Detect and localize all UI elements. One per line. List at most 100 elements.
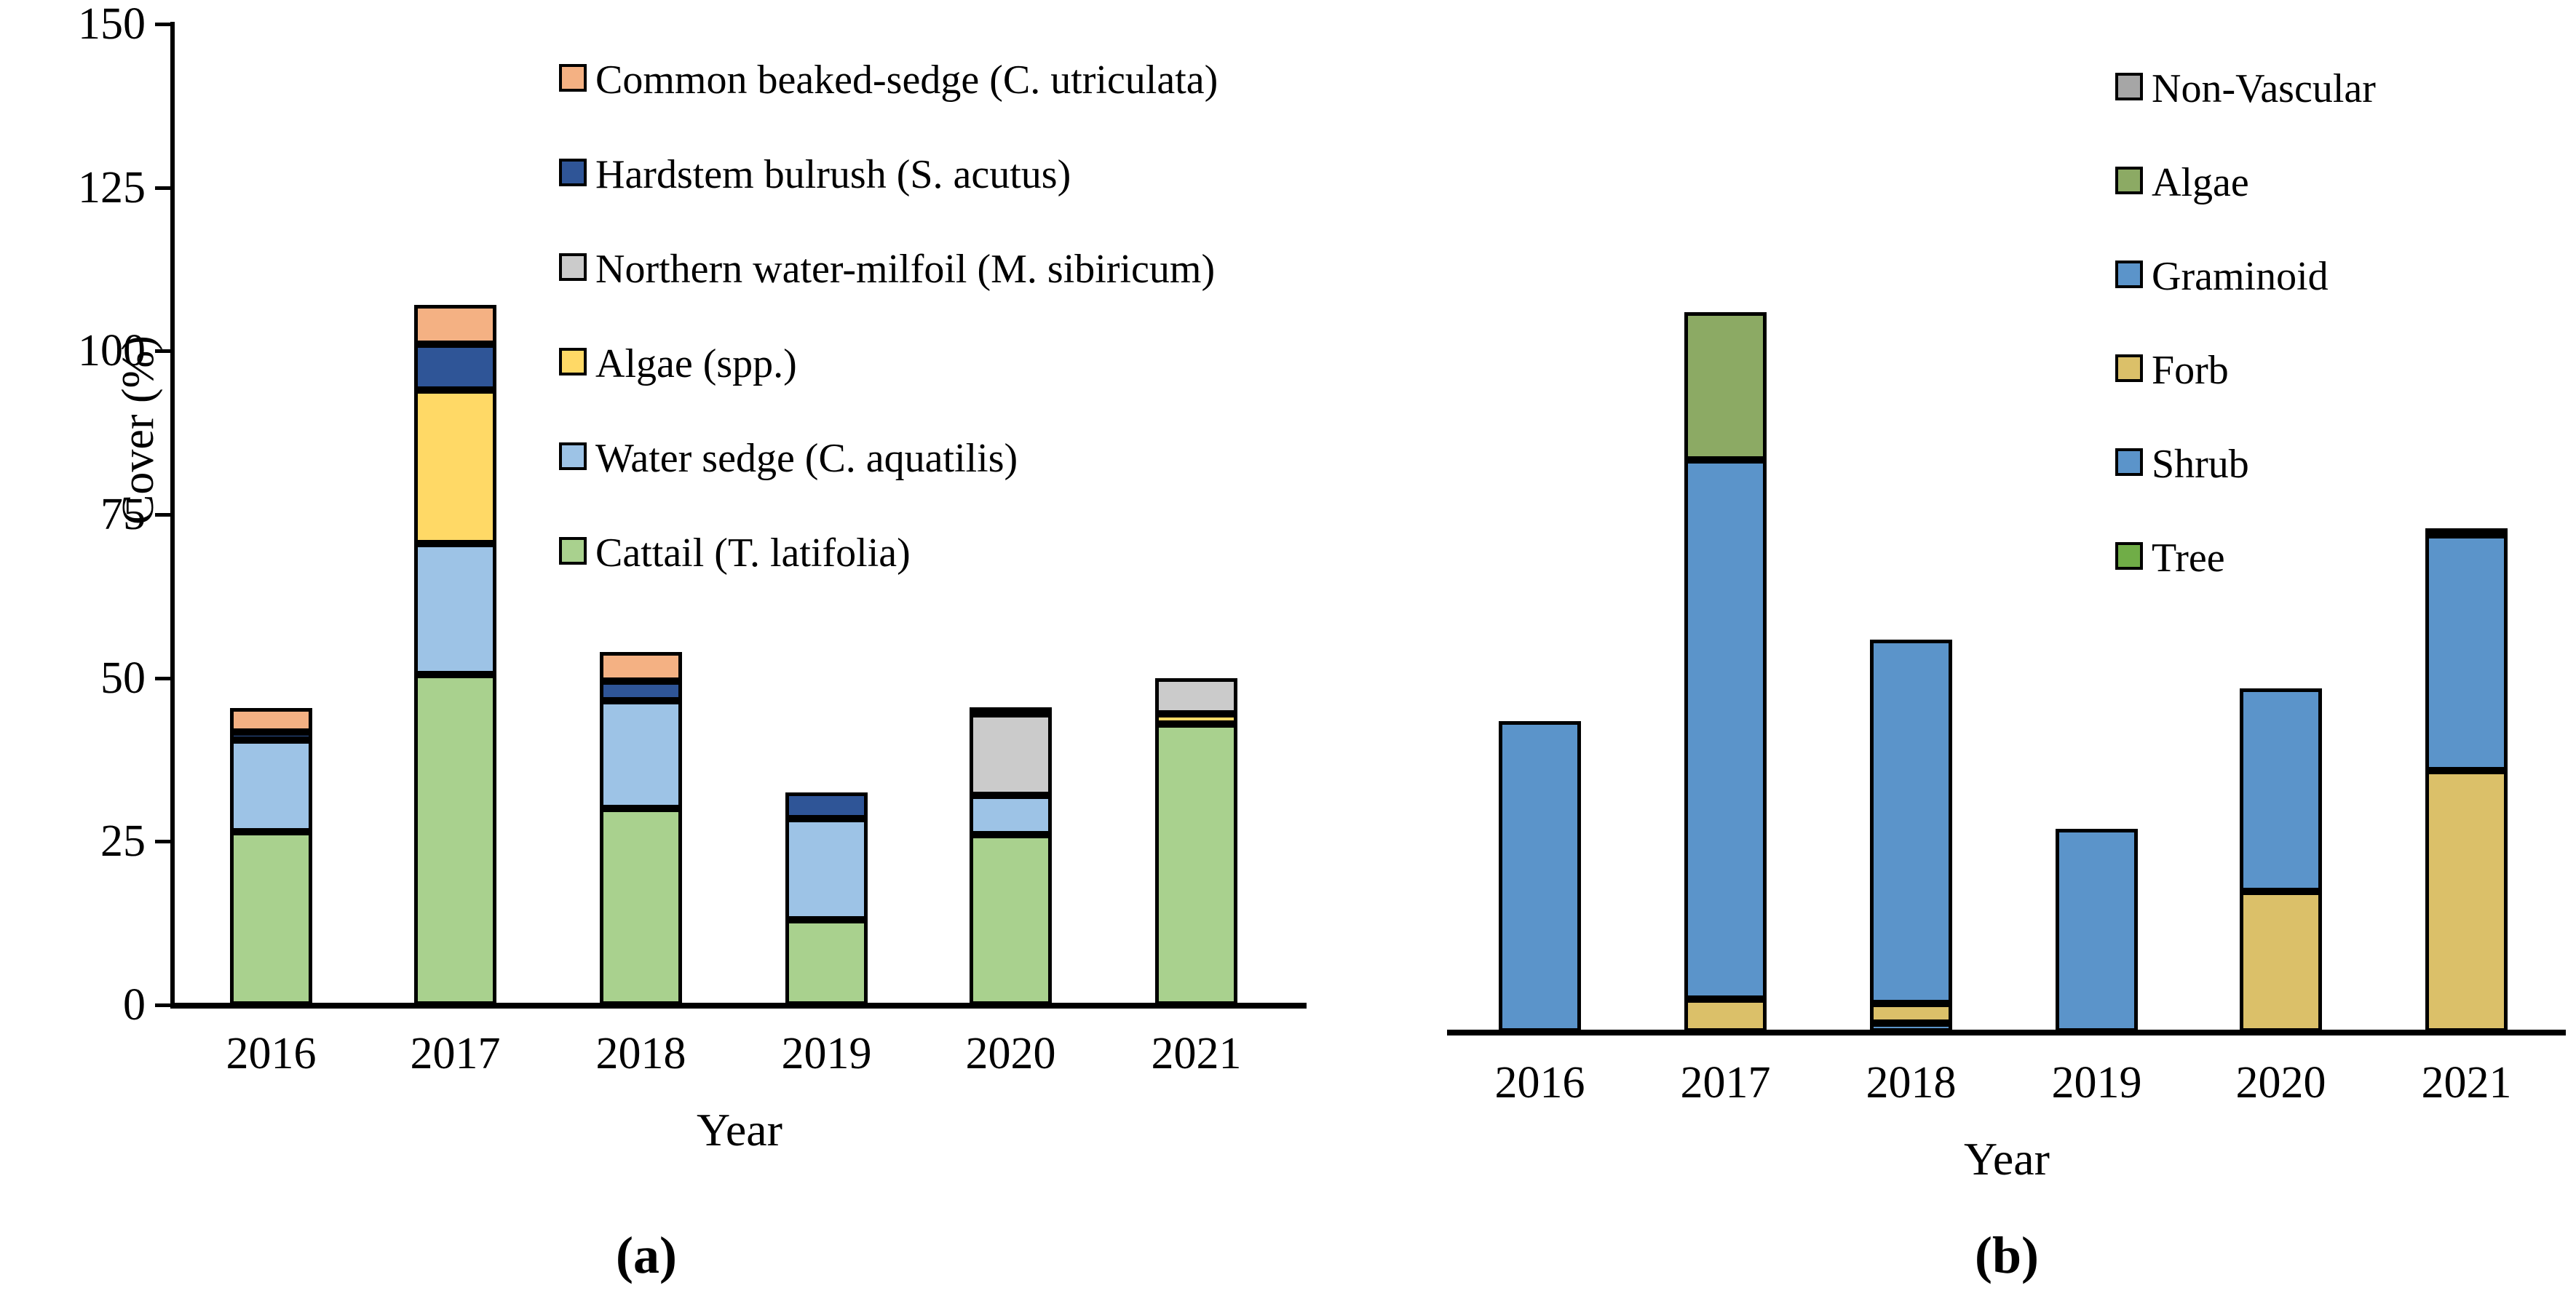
panel-b-bar-segment xyxy=(1870,639,1952,1004)
panel-b-legend-swatch-icon xyxy=(2115,354,2143,382)
panel-a-legend-item: Algae (spp.) xyxy=(559,342,797,386)
panel-a-bar-segment xyxy=(785,818,868,921)
panel-a-y-tick-mark xyxy=(155,349,173,354)
panel-a-x-label: 2020 xyxy=(965,1029,1056,1078)
panel-a-x-axis-line xyxy=(170,1003,1307,1009)
panel-b-bar-segment xyxy=(2425,770,2508,1032)
panel-a-y-tick-label: 125 xyxy=(78,162,146,212)
panel-a-legend-item: Water sedge (C. aquatilis) xyxy=(559,437,1018,480)
panel-b-legend-item: Forb xyxy=(2115,349,2229,392)
panel-b-x-label: 2021 xyxy=(2421,1058,2512,1108)
panel-b-bar-segment xyxy=(1870,1023,1952,1032)
panel-a-y-tick-mark xyxy=(155,22,173,26)
panel-a-x-label: 2016 xyxy=(226,1029,317,1078)
panel-a-x-label: 2019 xyxy=(781,1029,872,1078)
panel-b-legend-item: Graminoid xyxy=(2115,255,2329,298)
panel-b-caption: (b) xyxy=(1975,1226,2039,1284)
panel-b-legend-swatch-icon xyxy=(2115,542,2143,570)
panel-b-bar-segment xyxy=(2056,829,2138,1032)
panel-a-legend-label: Cattail (T. latifolia) xyxy=(595,530,911,576)
panel-a-legend-item: Northern water-milfoil (M. sibiricum) xyxy=(559,247,1215,291)
panel-b-bar-segment xyxy=(1684,999,1767,1032)
panel-b-x-label: 2016 xyxy=(1494,1058,1585,1108)
panel-b-legend-label: Graminoid xyxy=(2152,254,2329,299)
panel-a-y-tick-mark xyxy=(155,840,173,844)
panel-b-bar-segment xyxy=(1499,721,1581,1032)
panel-a-x-label: 2018 xyxy=(595,1029,686,1078)
panel-a-legend-label: Water sedge (C. aquatilis) xyxy=(595,436,1018,481)
panel-a-y-tick-label: 150 xyxy=(78,0,146,49)
panel-a-x-label: 2017 xyxy=(410,1029,501,1078)
panel-b-legend-label: Algae xyxy=(2152,160,2249,205)
panel-a-legend-swatch-icon xyxy=(559,442,587,470)
panel-b-legend-label: Forb xyxy=(2152,348,2229,393)
panel-a-legend-swatch-icon xyxy=(559,537,587,565)
panel-b-x-label: 2017 xyxy=(1680,1058,1771,1108)
panel-a-y-tick-mark xyxy=(155,1003,173,1007)
panel-a-bar-segment xyxy=(414,305,496,345)
panel-a-bar-segment xyxy=(970,835,1052,1005)
panel-a-caption: (a) xyxy=(616,1226,677,1284)
panel-b-legend-swatch-icon xyxy=(2115,448,2143,476)
panel-a-legend-swatch-icon xyxy=(559,64,587,92)
panel-a-bar-segment xyxy=(970,795,1052,835)
panel-a-y-tick-mark xyxy=(155,512,173,517)
panel-a-bar-segment xyxy=(785,920,868,1005)
panel-a-legend-label: Northern water-milfoil (M. sibiricum) xyxy=(595,247,1216,292)
panel-a-bar-segment xyxy=(230,831,312,1005)
panel-a-y-tick-mark xyxy=(155,186,173,190)
panel-b-x-axis-line xyxy=(1447,1030,2566,1035)
panel-a-bar-segment xyxy=(414,390,496,544)
panel-a-bar-segment xyxy=(414,544,496,675)
panel-a-legend-label: Hardstem bulrush (S. acutus) xyxy=(595,152,1071,197)
panel-b-x-label: 2019 xyxy=(2051,1058,2142,1108)
panel-b-bar-segment xyxy=(2425,528,2508,536)
panel-b-bar-segment xyxy=(1684,459,1767,1000)
panel-b-legend-label: Shrub xyxy=(2152,442,2249,487)
panel-a-bar-segment xyxy=(600,651,682,682)
panel-a-y-tick-label: 25 xyxy=(100,816,146,867)
panel-a-bar-segment xyxy=(414,675,496,1005)
panel-b-x-label: 2018 xyxy=(1866,1058,1957,1108)
panel-a-bar-segment xyxy=(1155,723,1237,1005)
panel-a-legend-label: Algae (spp.) xyxy=(595,341,797,386)
panel-b-x-axis-title: Year xyxy=(1964,1133,2050,1185)
panel-b-bar-segment xyxy=(1870,1003,1952,1024)
panel-b-legend-label: Non-Vascular xyxy=(2152,66,2376,111)
panel-a-x-axis-title: Year xyxy=(697,1104,782,1156)
panel-a-bar-segment xyxy=(230,707,312,733)
panel-a-bar-segment xyxy=(414,344,496,391)
panel-a-y-tick-mark xyxy=(155,676,173,680)
panel-b-legend-item: Tree xyxy=(2115,536,2225,580)
panel-b-legend-swatch-icon xyxy=(2115,167,2143,194)
panel-a-y-tick-label: 100 xyxy=(78,326,146,376)
panel-b-legend-swatch-icon xyxy=(2115,261,2143,288)
panel-b-bar-segment xyxy=(2240,688,2322,891)
panel-b-legend-swatch-icon xyxy=(2115,73,2143,100)
panel-b-x-label: 2020 xyxy=(2235,1058,2326,1108)
panel-a-bar-segment xyxy=(970,714,1052,796)
panel-a-bar-segment xyxy=(785,792,868,819)
panel-b-legend-item: Shrub xyxy=(2115,442,2249,486)
panel-a-bar-segment xyxy=(600,701,682,809)
panel-a-legend-swatch-icon xyxy=(559,348,587,375)
panel-a-bar-segment xyxy=(600,681,682,701)
panel-a-bar-segment xyxy=(1155,714,1237,724)
panel-a-legend-item: Hardstem bulrush (S. acutus) xyxy=(559,153,1071,196)
panel-b-bar-segment xyxy=(2425,534,2508,771)
panel-a-legend-item: Cattail (T. latifolia) xyxy=(559,531,911,575)
panel-a-y-tick-label: 75 xyxy=(100,489,146,539)
panel-a-bar-segment xyxy=(1155,677,1237,715)
panel-b-legend-item: Non-Vascular xyxy=(2115,67,2376,111)
panel-a-legend-swatch-icon xyxy=(559,253,587,281)
panel-a-y-tick-label: 50 xyxy=(100,653,146,703)
panel-a-bar-segment xyxy=(230,740,312,832)
panel-b-bar-segment xyxy=(2240,891,2322,1032)
panel-a-bar-segment xyxy=(600,808,682,1005)
panel-b-bar-segment xyxy=(1684,312,1767,460)
panel-a-x-label: 2021 xyxy=(1151,1029,1242,1078)
panel-a-y-axis-line xyxy=(170,22,175,1008)
panel-a-legend-item: Common beaked-sedge (C. utriculata) xyxy=(559,58,1218,102)
panel-a-legend-swatch-icon xyxy=(559,159,587,186)
